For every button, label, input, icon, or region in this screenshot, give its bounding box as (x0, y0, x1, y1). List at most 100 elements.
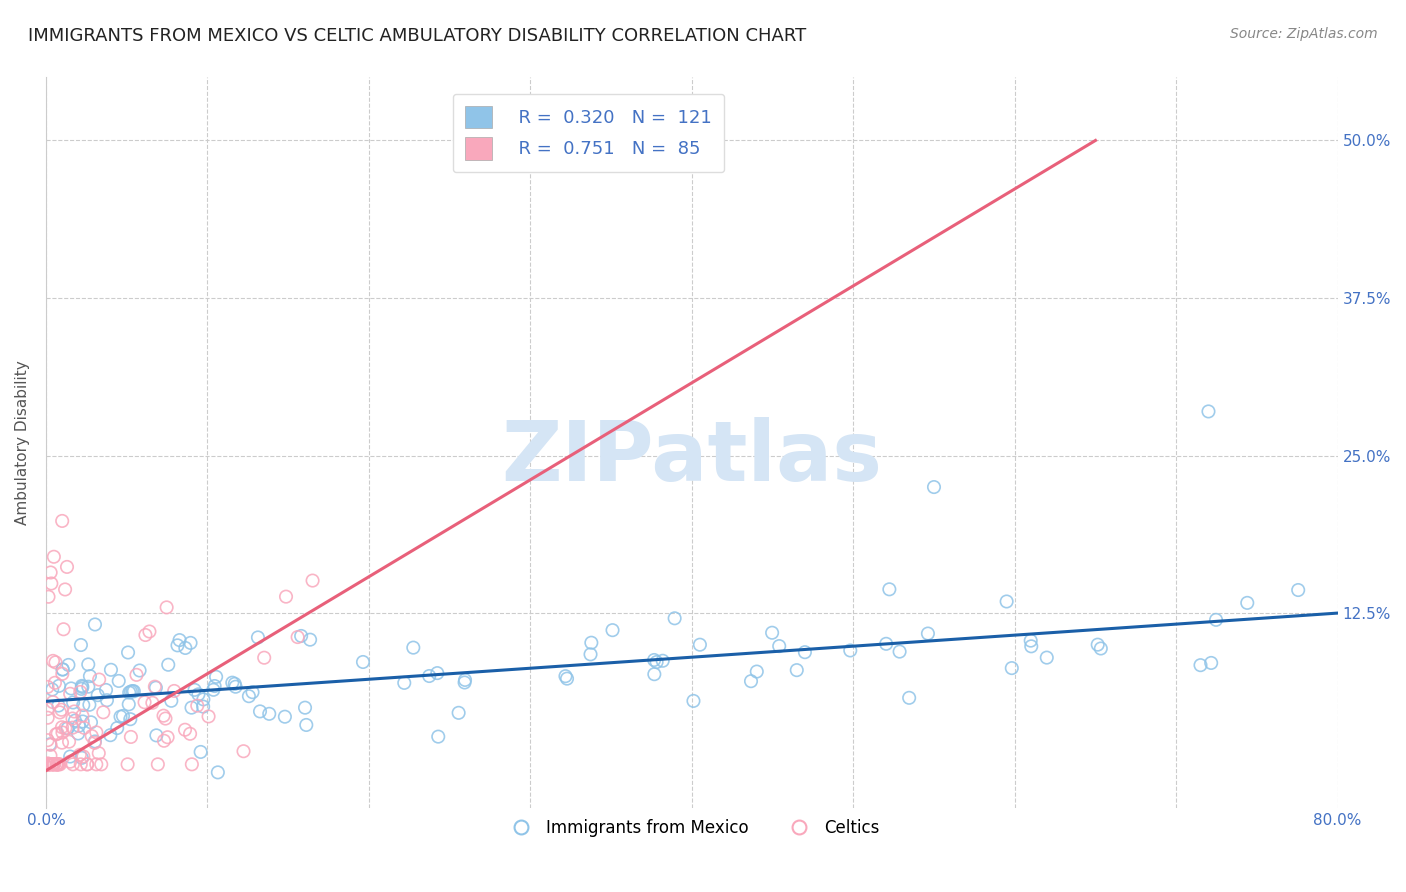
Point (122, 684, 145, 698)
Point (37, 757, 59, 772)
Point (274, 709, 297, 723)
Point (37, 757, 59, 772)
Point (44, 656, 66, 670)
Point (62, 757, 84, 772)
Point (249, 705, 271, 719)
Point (1090, 641, 1112, 656)
Point (46, 757, 69, 772)
Point (48, 679, 70, 693)
Point (190, 745, 212, 759)
Point (45, 757, 67, 772)
Point (63, 705, 86, 719)
Point (60, 681, 83, 696)
Point (52, 662, 75, 676)
Point (682, 694, 704, 708)
Text: ZIPatlas: ZIPatlas (502, 417, 883, 498)
Point (1198, 404, 1220, 418)
Point (174, 640, 197, 655)
Point (42, 757, 65, 772)
Point (651, 654, 673, 668)
Point (232, 744, 254, 758)
Point (72, 680, 94, 694)
Point (152, 708, 174, 723)
Point (105, 721, 128, 735)
Point (1019, 640, 1042, 654)
Point (143, 680, 166, 694)
Point (180, 636, 202, 650)
Point (76, 757, 98, 772)
Point (69, 747, 91, 762)
Point (169, 633, 191, 648)
Point (643, 667, 665, 681)
Point (51, 514, 73, 528)
Point (56, 721, 79, 735)
Point (294, 700, 316, 714)
Point (70, 681, 93, 696)
Point (42, 695, 65, 709)
Point (77, 657, 100, 672)
Point (69, 685, 91, 699)
Point (793, 645, 815, 659)
Point (125, 668, 148, 682)
Point (1019, 633, 1042, 648)
Point (37, 757, 59, 772)
Point (1286, 582, 1309, 597)
Point (84, 617, 107, 632)
Point (740, 674, 762, 689)
Point (77, 680, 100, 694)
Point (745, 665, 768, 679)
Point (62, 721, 84, 735)
Point (141, 696, 163, 710)
Point (87, 746, 110, 760)
Point (56, 560, 79, 574)
Point (274, 590, 297, 604)
Point (39, 737, 62, 751)
Point (53, 721, 76, 735)
Point (253, 650, 276, 665)
Point (917, 626, 939, 640)
Point (84, 734, 107, 748)
Point (197, 709, 219, 723)
Point (242, 685, 264, 699)
Point (87, 688, 110, 702)
Point (180, 700, 202, 714)
Point (191, 699, 214, 714)
Point (39, 738, 62, 752)
Point (58, 657, 80, 672)
Point (80, 729, 103, 743)
Point (37, 711, 59, 725)
Point (134, 628, 156, 642)
Point (94, 683, 117, 698)
Point (160, 694, 183, 708)
Point (39, 566, 62, 580)
Point (51, 666, 73, 681)
Point (41, 757, 63, 772)
Point (45, 757, 67, 772)
Point (290, 629, 312, 643)
Point (44, 757, 66, 772)
Point (1189, 658, 1212, 673)
Point (889, 644, 911, 658)
Point (875, 637, 897, 651)
Point (62, 712, 84, 726)
Point (41, 757, 63, 772)
Point (42, 549, 65, 564)
Point (786, 663, 808, 677)
Point (98, 728, 121, 742)
Point (44, 675, 66, 690)
Point (37, 590, 59, 604)
Point (1001, 661, 1024, 675)
Point (86, 725, 108, 739)
Point (180, 757, 202, 772)
Point (138, 624, 160, 639)
Point (166, 638, 188, 652)
Point (402, 640, 425, 655)
Point (193, 692, 215, 706)
Point (1199, 656, 1222, 670)
Point (581, 636, 603, 650)
Point (111, 709, 134, 723)
Point (145, 728, 167, 742)
Point (41, 682, 63, 697)
Point (70, 751, 93, 765)
Point (225, 680, 247, 694)
